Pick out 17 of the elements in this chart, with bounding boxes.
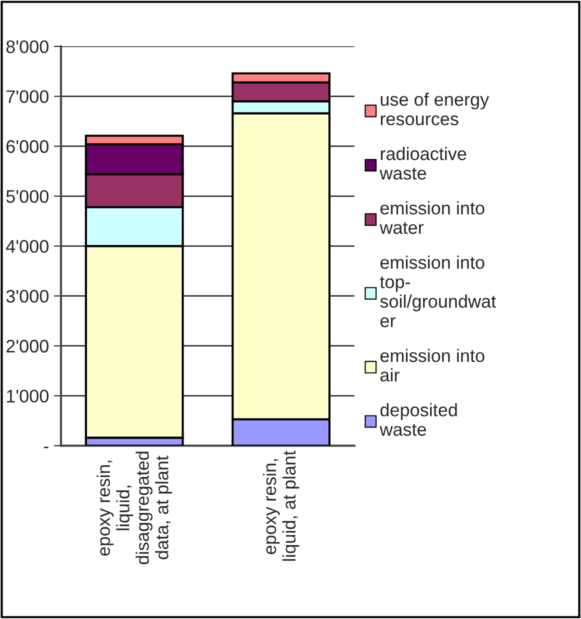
y-tick-label: -	[44, 446, 48, 448]
legend-label: emission into water	[380, 201, 484, 234]
y-tick-label: 7'000	[6, 90, 48, 104]
legend-label: radioactive waste	[380, 146, 466, 180]
y-tick-label: 6'000	[6, 140, 48, 153]
y-tick-label: 5'000	[6, 190, 48, 203]
legend-label: emission into air	[380, 348, 484, 382]
legend-label: emission into top- soil/groundwat er	[380, 256, 496, 328]
y-tick-label: 1'000	[6, 390, 48, 402]
y-tick-label: 3'000	[6, 290, 48, 303]
legend-label: deposited waste	[380, 403, 457, 436]
y-tick-label: 4'000	[6, 240, 48, 253]
y-tick-label: 2'000	[6, 340, 48, 353]
x-tick-label: epoxy resin, liquid, at plant	[262, 450, 300, 561]
y-tick-label: 8'000	[6, 40, 48, 54]
legend-label: use of energy resources	[380, 92, 490, 126]
x-tick-label: epoxy resin, liquid, disaggregated data, at plant	[96, 452, 172, 564]
